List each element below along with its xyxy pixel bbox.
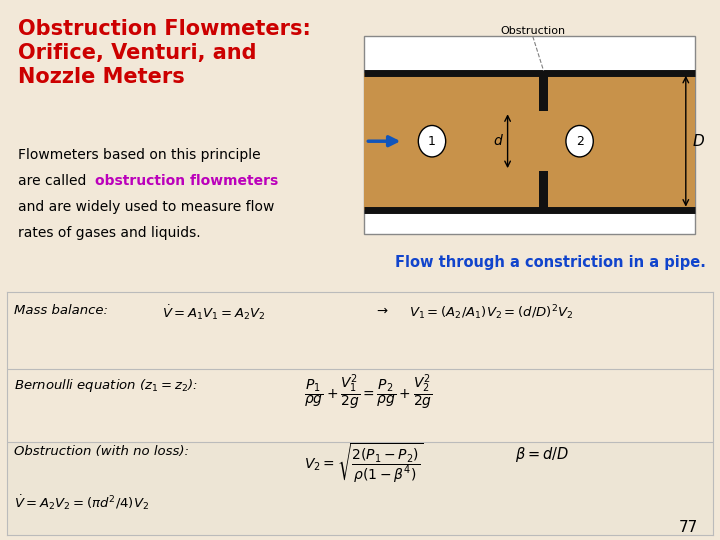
Text: Mass balance:: Mass balance: <box>14 303 108 317</box>
Text: $\dfrac{P_1}{\rho g} + \dfrac{V_1^2}{2g} = \dfrac{P_2}{\rho g} + \dfrac{V_2^2}{2: $\dfrac{P_1}{\rho g} + \dfrac{V_1^2}{2g}… <box>304 372 432 411</box>
Circle shape <box>566 125 593 157</box>
Text: Flow through a constriction in a pipe.: Flow through a constriction in a pipe. <box>395 255 706 271</box>
Text: Flowmeters based on this principle: Flowmeters based on this principle <box>17 148 260 162</box>
Text: and are widely used to measure flow: and are widely used to measure flow <box>17 200 274 214</box>
Text: rates of gases and liquids.: rates of gases and liquids. <box>17 226 200 240</box>
Bar <box>539 73 548 111</box>
Text: Obstruction (with no loss):: Obstruction (with no loss): <box>14 445 189 458</box>
Bar <box>364 36 695 234</box>
Text: $\beta = d/D$: $\beta = d/D$ <box>516 445 570 464</box>
Text: Bernoulli equation ($z_1 = z_2$):: Bernoulli equation ($z_1 = z_2$): <box>14 377 198 394</box>
Text: 77: 77 <box>679 519 698 535</box>
Text: 2: 2 <box>576 134 583 148</box>
Circle shape <box>418 125 446 157</box>
Text: obstruction flowmeters: obstruction flowmeters <box>95 174 279 188</box>
Bar <box>539 171 548 210</box>
Text: $\dot{V} = A_2V_2 = (\pi d^2/4)V_2$: $\dot{V} = A_2V_2 = (\pi d^2/4)V_2$ <box>14 494 149 512</box>
Text: 1: 1 <box>428 134 436 148</box>
Text: $V_2 = \sqrt{\dfrac{2(P_1 - P_2)}{\rho(1 - \beta^4)}}$: $V_2 = \sqrt{\dfrac{2(P_1 - P_2)}{\rho(1… <box>304 441 423 484</box>
Text: $V_1 = (A_2/A_1)V_2 = (d/D)^2 V_2$: $V_1 = (A_2/A_1)V_2 = (d/D)^2 V_2$ <box>410 303 574 322</box>
Text: $\dot{V} = A_1V_1 = A_2V_2$: $\dot{V} = A_1V_1 = A_2V_2$ <box>163 303 266 322</box>
Text: are called: are called <box>17 174 90 188</box>
Bar <box>364 73 695 210</box>
Text: D: D <box>693 134 704 148</box>
Bar <box>7 442 713 535</box>
Text: Obstruction Flowmeters:
Orifice, Venturi, and
Nozzle Meters: Obstruction Flowmeters: Orifice, Venturi… <box>17 18 310 86</box>
Text: $\rightarrow$: $\rightarrow$ <box>374 303 389 317</box>
Text: d: d <box>493 134 502 148</box>
Text: Obstruction: Obstruction <box>500 26 565 37</box>
